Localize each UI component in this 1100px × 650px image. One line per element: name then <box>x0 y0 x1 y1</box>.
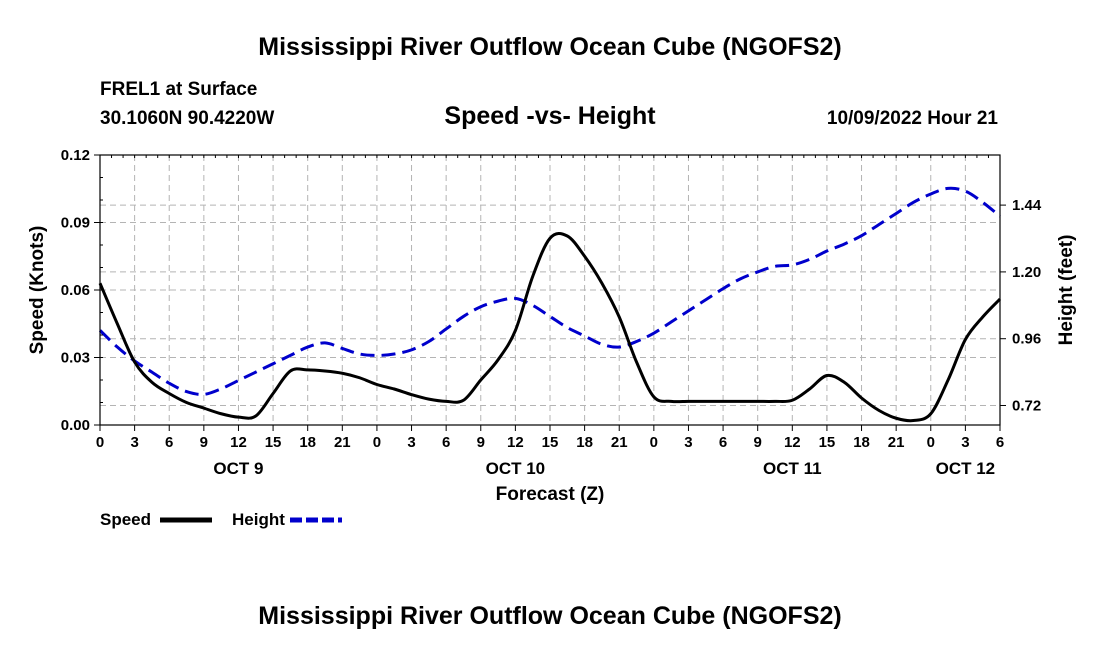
x-date-label: OCT 12 <box>936 459 996 478</box>
legend-speed-label: Speed <box>100 510 151 529</box>
chart-title: Mississippi River Outflow Ocean Cube (NG… <box>258 33 841 61</box>
x-tick-label: 15 <box>265 434 282 451</box>
x-tick-label: 9 <box>754 434 762 451</box>
x-tick-label: 6 <box>719 434 727 451</box>
y-tick-label: 0.06 <box>61 282 90 299</box>
x-tick-label: 3 <box>407 434 415 451</box>
x-tick-label: 6 <box>165 434 173 451</box>
footer-title: Mississippi River Outflow Ocean Cube (NG… <box>258 602 841 630</box>
x-tick-label: 18 <box>299 434 316 451</box>
x-date-label: OCT 11 <box>763 459 822 478</box>
coordinates-label: 30.1060N 90.4220W <box>100 108 274 129</box>
x-tick-label: 0 <box>373 434 381 451</box>
x-tick-label: 12 <box>507 434 524 451</box>
y2-axis-label: Height (feet) <box>1056 235 1077 346</box>
series-line-speed <box>98 231 1002 423</box>
x-tick-label: 0 <box>96 434 104 451</box>
y-tick-label: 0.09 <box>61 215 90 232</box>
x-tick-label: 3 <box>130 434 138 451</box>
legend: Speed Height <box>100 510 342 529</box>
y-axis-right: 0.72 0.96 1.20 1.44 <box>1000 197 1042 415</box>
x-tick-label: 0 <box>927 434 935 451</box>
legend-height-label: Height <box>232 510 285 529</box>
y2-tick-label: 0.96 <box>1012 331 1041 348</box>
x-tick-label: 18 <box>576 434 593 451</box>
y2-tick-label: 1.44 <box>1012 197 1042 214</box>
grid-lines <box>100 155 1000 425</box>
x-tick-label: 9 <box>200 434 208 451</box>
datetime-label: 10/09/2022 Hour 21 <box>827 108 999 129</box>
x-date-label: OCT 9 <box>213 459 263 478</box>
x-tick-label: 21 <box>611 434 628 451</box>
y-tick-label: 0.00 <box>61 417 90 434</box>
y-tick-label: 0.03 <box>61 350 90 367</box>
x-tick-label: 15 <box>819 434 836 451</box>
station-label: FREL1 at Surface <box>100 79 257 100</box>
y2-tick-label: 0.72 <box>1012 398 1041 415</box>
y-axis-label: Speed (Knots) <box>27 226 48 355</box>
y-axis-left: 0.00 0.03 0.06 0.09 0.12 <box>61 147 103 434</box>
x-axis-label: Forecast (Z) <box>496 484 605 505</box>
x-tick-label: 9 <box>477 434 485 451</box>
x-tick-label: 6 <box>442 434 450 451</box>
x-tick-label: 6 <box>996 434 1004 451</box>
x-tick-label: 15 <box>542 434 559 451</box>
x-axis: 0 3 6 9 12 15 18 21 0 3 6 9 12 15 18 21 0 3 6 9 12 15 18 21 0 3 6O… <box>96 425 1004 478</box>
y2-tick-label: 1.20 <box>1012 264 1041 281</box>
x-tick-label: 12 <box>784 434 801 451</box>
series-layer <box>98 186 1002 423</box>
top-minor-ticks <box>99 155 1001 158</box>
x-tick-label: 12 <box>230 434 247 451</box>
x-tick-label: 21 <box>888 434 905 451</box>
x-tick-label: 21 <box>334 434 351 451</box>
x-tick-label: 3 <box>961 434 969 451</box>
x-tick-label: 0 <box>650 434 658 451</box>
x-tick-label: 3 <box>684 434 692 451</box>
y-tick-label: 0.12 <box>61 147 90 164</box>
series-line-height <box>98 186 1001 396</box>
x-tick-label: 18 <box>853 434 870 451</box>
chart-subtitle: Speed -vs- Height <box>444 102 656 130</box>
x-date-label: OCT 10 <box>486 459 546 478</box>
